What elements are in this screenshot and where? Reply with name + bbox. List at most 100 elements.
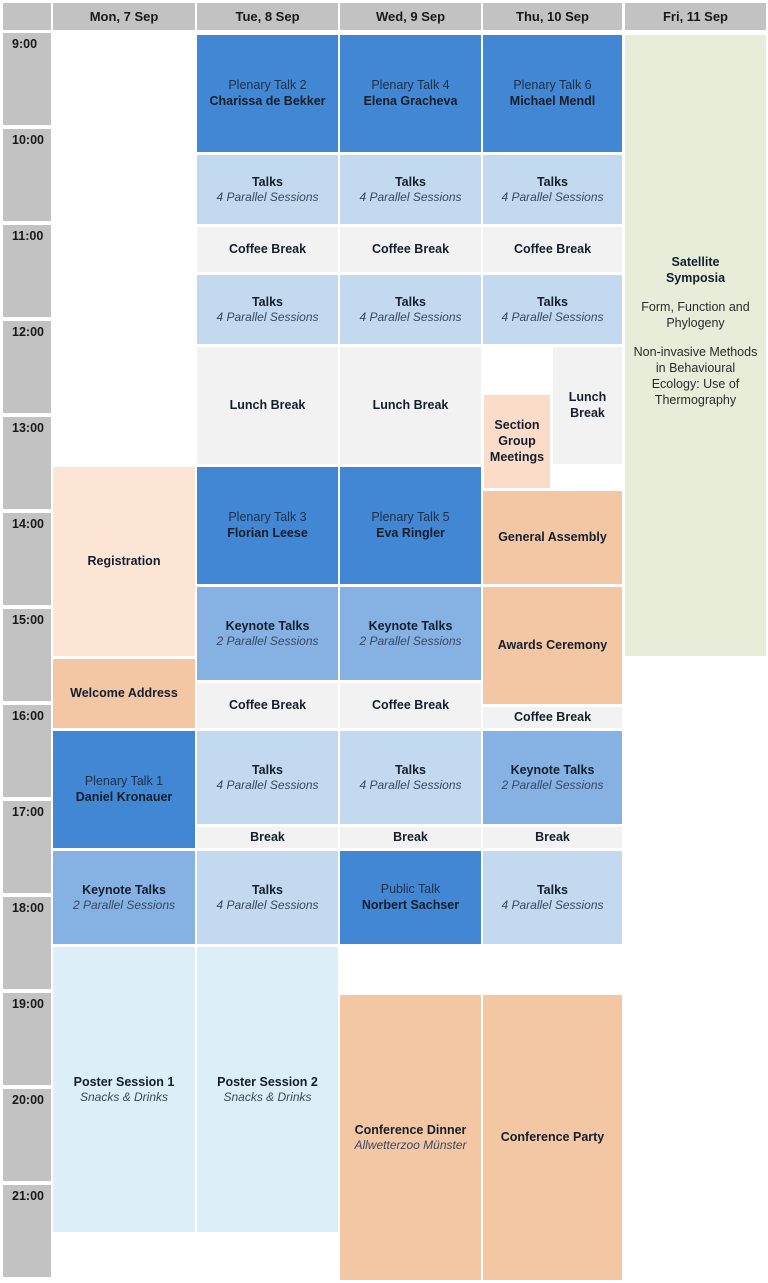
event-talks-thu-3: Talks 4 Parallel Sessions bbox=[483, 850, 622, 944]
event-text-line: Awards Ceremony bbox=[497, 638, 608, 652]
event-text-line: 4 Parallel Sessions bbox=[359, 189, 462, 204]
event-text-line: Michael Mendl bbox=[509, 94, 596, 108]
time-label-21-00: 21:00 bbox=[3, 1185, 51, 1277]
event-coffee-break-tue-2: Coffee Break bbox=[197, 682, 338, 728]
event-text-line: Coffee Break bbox=[228, 242, 307, 256]
event-conference-party: Conference Party bbox=[483, 994, 622, 1280]
day-header-3: Wed, 9 Sep bbox=[340, 3, 481, 30]
time-label-9-00: 9:00 bbox=[3, 33, 51, 125]
event-talks-tue-2: Talks 4 Parallel Sessions bbox=[197, 274, 338, 344]
event-poster-session-1: Poster Session 1 Snacks & Drinks bbox=[53, 946, 195, 1232]
event-text-line: 4 Parallel Sessions bbox=[216, 309, 319, 324]
event-text-line: 2 Parallel Sessions bbox=[216, 633, 319, 648]
event-registration: Registration bbox=[53, 466, 195, 656]
event-talks-tue-1: Talks 4 Parallel Sessions bbox=[197, 154, 338, 224]
event-text-line: Daniel Kronauer bbox=[75, 790, 173, 804]
event-text-line: Talks bbox=[536, 174, 569, 189]
event-plenary-talk-3: Plenary Talk 3 Florian Leese bbox=[197, 466, 338, 584]
event-break-tue: Break bbox=[197, 826, 338, 848]
event-text-line: Keynote Talks bbox=[225, 618, 310, 633]
event-section-group-meetings: Section Group Meetings bbox=[484, 394, 550, 488]
day-header-1: Mon, 7 Sep bbox=[53, 3, 195, 30]
event-talks-thu-1: Talks 4 Parallel Sessions bbox=[483, 154, 622, 224]
event-text-line: 2 Parallel Sessions bbox=[359, 633, 462, 648]
event-text-line: Talks bbox=[394, 762, 427, 777]
day-header-5: Fri, 11 Sep bbox=[625, 3, 766, 30]
event-text-line: Keynote Talks bbox=[368, 618, 453, 633]
event-keynote-talks-tue: Keynote Talks 2 Parallel Sessions bbox=[197, 586, 338, 680]
time-label-11-00: 11:00 bbox=[3, 225, 51, 317]
event-text-line: 2 Parallel Sessions bbox=[72, 897, 176, 912]
event-text-line: Satellite bbox=[671, 255, 720, 269]
event-text-line: Coffee Break bbox=[513, 710, 592, 724]
event-text-line: Florian Leese bbox=[227, 526, 308, 540]
event-lunch-break-wed: Lunch Break bbox=[340, 346, 481, 464]
event-text-line: 4 Parallel Sessions bbox=[501, 897, 604, 912]
event-text-line: Charissa de Bekker bbox=[209, 94, 326, 108]
event-conference-dinner: Conference Dinner Allwetterzoo Münster bbox=[340, 994, 481, 1280]
event-keynote-talks-mon: Keynote Talks 2 Parallel Sessions bbox=[53, 850, 195, 944]
event-text-line: Public Talk bbox=[380, 882, 441, 896]
event-coffee-break-thu-2: Coffee Break bbox=[483, 706, 622, 728]
event-text-line: Talks bbox=[251, 294, 284, 309]
event-text-line: Lunch Break bbox=[568, 390, 607, 420]
event-coffee-break-wed-1: Coffee Break bbox=[340, 226, 481, 272]
event-text-line: Norbert Sachser bbox=[361, 898, 460, 912]
event-text-line: Allwetterzoo Münster bbox=[354, 1137, 467, 1152]
event-text-line: 4 Parallel Sessions bbox=[501, 309, 604, 324]
event-text-line: Talks bbox=[394, 174, 427, 189]
event-text-line: Coffee Break bbox=[228, 698, 307, 712]
event-text-line: Keynote Talks bbox=[510, 762, 595, 777]
event-text-line: Plenary Talk 5 bbox=[371, 510, 450, 524]
event-text-line: Talks bbox=[536, 882, 569, 897]
event-break-wed: Break bbox=[340, 826, 481, 848]
event-keynote-talks-wed: Keynote Talks 2 Parallel Sessions bbox=[340, 586, 481, 680]
event-satellite-symposia: Satellite Symposia Form, Function and Phyl… bbox=[625, 34, 766, 656]
event-text-line: Form, Function and Phylogeny bbox=[641, 300, 750, 330]
time-label-13-00: 13:00 bbox=[3, 417, 51, 509]
time-label-14-00: 14:00 bbox=[3, 513, 51, 605]
corner-cell bbox=[3, 3, 51, 30]
event-text-line: Welcome Address bbox=[70, 686, 178, 700]
event-text-line: Plenary Talk 1 bbox=[84, 774, 164, 788]
event-coffee-break-thu-1: Coffee Break bbox=[483, 226, 622, 272]
event-text-line: Plenary Talk 4 bbox=[371, 78, 450, 92]
event-text-line: Keynote Talks bbox=[82, 882, 166, 897]
event-welcome-address: Welcome Address bbox=[53, 658, 195, 728]
event-text-line: Coffee Break bbox=[371, 698, 450, 712]
event-talks-tue-3: Talks 4 Parallel Sessions bbox=[197, 730, 338, 824]
time-label-15-00: 15:00 bbox=[3, 609, 51, 701]
event-text-line: Plenary Talk 3 bbox=[228, 510, 307, 524]
event-text-line: Poster Session 2 bbox=[217, 1074, 318, 1089]
event-text-line: Break bbox=[250, 830, 285, 844]
event-text-line: 4 Parallel Sessions bbox=[216, 897, 319, 912]
time-label-18-00: 18:00 bbox=[3, 897, 51, 989]
event-text-line: Coffee Break bbox=[371, 242, 450, 256]
event-lunch-break-tue: Lunch Break bbox=[197, 346, 338, 464]
event-lunch-break-thu: Lunch Break bbox=[553, 346, 622, 464]
event-text-line: Plenary Talk 6 bbox=[513, 78, 592, 92]
event-text-line: Talks bbox=[251, 882, 284, 897]
event-plenary-talk-4: Plenary Talk 4 Elena Gracheva bbox=[340, 34, 481, 152]
event-break-thu: Break bbox=[483, 826, 622, 848]
event-text-line: Poster Session 1 bbox=[73, 1074, 175, 1089]
event-public-talk: Public Talk Norbert Sachser bbox=[340, 850, 481, 944]
event-text-line: 4 Parallel Sessions bbox=[359, 777, 462, 792]
event-poster-session-2: Poster Session 2 Snacks & Drinks bbox=[197, 946, 338, 1232]
event-awards-ceremony: Awards Ceremony bbox=[483, 586, 622, 704]
day-header-4: Thu, 10 Sep bbox=[483, 3, 622, 30]
event-plenary-talk-6: Plenary Talk 6 Michael Mendl bbox=[483, 34, 622, 152]
event-plenary-talk-1: Plenary Talk 1 Daniel Kronauer bbox=[53, 730, 195, 848]
time-label-17-00: 17:00 bbox=[3, 801, 51, 893]
event-talks-wed-3: Talks 4 Parallel Sessions bbox=[340, 730, 481, 824]
event-text-line: Conference Party bbox=[500, 1130, 605, 1144]
event-text-line: 4 Parallel Sessions bbox=[216, 777, 319, 792]
event-talks-wed-1: Talks 4 Parallel Sessions bbox=[340, 154, 481, 224]
event-talks-wed-2: Talks 4 Parallel Sessions bbox=[340, 274, 481, 344]
event-text-line: Break bbox=[535, 830, 570, 844]
event-text-line: Registration bbox=[87, 554, 161, 568]
event-text-line: Elena Gracheva bbox=[363, 94, 458, 108]
event-text-line: Talks bbox=[394, 294, 427, 309]
event-text-line: 4 Parallel Sessions bbox=[216, 189, 319, 204]
